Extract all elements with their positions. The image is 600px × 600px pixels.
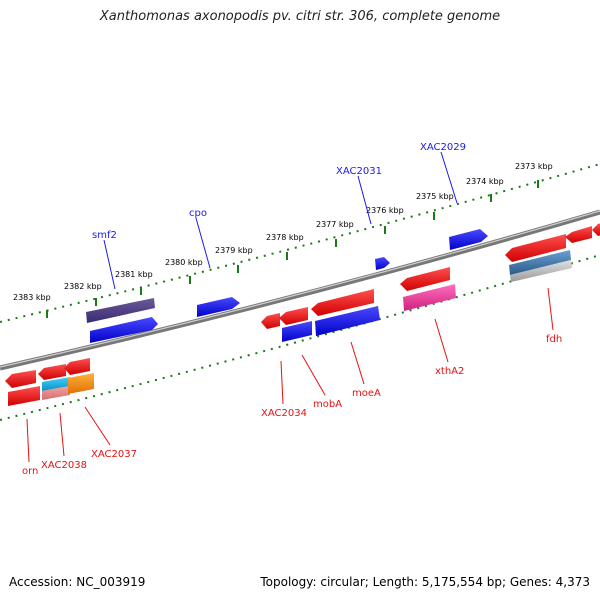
scale-tick-label: 2377 kbp	[316, 220, 354, 229]
scale-tick-label: 2374 kbp	[466, 177, 504, 186]
reverse-labels: orn XAC2038 XAC2037 XAC2034 mobA moeA xt…	[22, 334, 562, 477]
reverse-leaders	[26, 287, 554, 463]
gene-arrow-XAC2034-small[interactable]	[261, 313, 280, 329]
gene-arrow-xthA2-pink[interactable]	[403, 284, 456, 311]
gene-arrow-XAC2037-orange[interactable]	[68, 373, 94, 394]
gene-label-cpo[interactable]: cpo	[189, 208, 207, 219]
scale-tick-label: 2383 kbp	[13, 293, 51, 302]
forward-scale-track	[0, 163, 600, 323]
forward-leaders	[103, 151, 458, 290]
gene-label-smf2[interactable]: smf2	[92, 230, 117, 241]
forward-genes	[86, 229, 488, 343]
gene-arrow-right-2[interactable]	[592, 222, 600, 236]
gene-label-xthA2[interactable]: xthA2	[435, 366, 464, 377]
gene-label-orn[interactable]: orn	[22, 466, 38, 477]
gene-arrow-fdh-grey[interactable]	[510, 260, 572, 282]
gene-arrow-XAC2034-blue[interactable]	[282, 321, 312, 342]
forward-labels: smf2 cpo XAC2031 XAC2029	[92, 142, 466, 241]
gene-arrow-mobA[interactable]	[311, 289, 374, 316]
gene-arrow-XAC2031[interactable]	[375, 257, 390, 270]
gene-arrow-XAC2034[interactable]	[279, 307, 308, 325]
genome-backbone	[0, 209, 600, 371]
gene-arrow-orn[interactable]	[5, 370, 36, 388]
gene-label-XAC2034[interactable]: XAC2034	[261, 408, 307, 419]
gene-arrow-fdh-red[interactable]	[505, 234, 566, 262]
gene-label-XAC2031[interactable]: XAC2031	[336, 166, 382, 177]
scale-tick-label: 2380 kbp	[165, 258, 203, 267]
gene-arrow-moeA[interactable]	[315, 306, 380, 336]
scale-tick-label: 2379 kbp	[215, 246, 253, 255]
gene-arrow-smf2[interactable]	[90, 317, 158, 343]
gene-arrow-XAC2038-salmon[interactable]	[42, 386, 70, 400]
gene-arrow-XAC2037[interactable]	[64, 358, 90, 375]
scale-major-ticks	[46, 180, 539, 318]
gene-label-moeA[interactable]: moeA	[352, 388, 381, 399]
accession-info: Accession: NC_003919	[9, 575, 146, 589]
scale-tick-label: 2375 kbp	[416, 192, 454, 201]
gene-label-XAC2029[interactable]: XAC2029	[420, 142, 466, 153]
gene-arrow-XAC2038-cyan[interactable]	[42, 377, 70, 391]
gene-arrow-fdh-steel[interactable]	[509, 250, 571, 275]
genome-stats: Topology: circular; Length: 5,175,554 bp…	[260, 575, 590, 589]
reverse-genes	[5, 222, 600, 406]
scale-tick-label: 2376 kbp	[366, 206, 404, 215]
scale-tick-label: 2381 kbp	[115, 270, 153, 279]
gene-arrow-right-1[interactable]	[565, 226, 592, 243]
gene-label-XAC2038[interactable]: XAC2038	[41, 460, 87, 471]
gene-label-fdh[interactable]: fdh	[546, 334, 562, 345]
gene-arrow-XAC2038[interactable]	[38, 364, 66, 380]
gene-label-XAC2037[interactable]: XAC2037	[91, 449, 137, 460]
scale-tick-label: 2382 kbp	[64, 282, 102, 291]
gene-arrow-cpo[interactable]	[197, 297, 240, 317]
scale-tick-label: 2373 kbp	[515, 162, 553, 171]
genome-backbone-highlight	[0, 210, 600, 368]
gene-label-mobA[interactable]: mobA	[313, 399, 342, 410]
gene-arrow-xthA2[interactable]	[400, 267, 450, 291]
gene-arrow-orn-lower[interactable]	[8, 386, 40, 406]
gene-arrow-smf2-upper[interactable]	[86, 298, 155, 323]
scale-tick-label: 2378 kbp	[266, 233, 304, 242]
genome-title: Xanthomonas axonopodis pv. citri str. 30…	[99, 9, 501, 24]
scale-labels: 2383 kbp 2382 kbp 2381 kbp 2380 kbp 2379…	[13, 162, 553, 302]
gene-arrow-XAC2029[interactable]	[449, 229, 488, 250]
